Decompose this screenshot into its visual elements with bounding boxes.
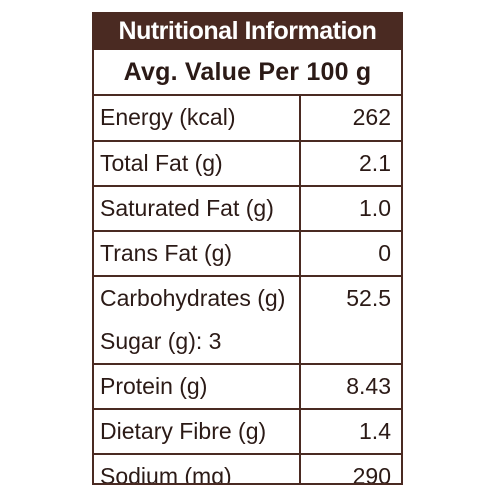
- table-row-trans-fat: Trans Fat (g) 0: [94, 231, 401, 277]
- table-row-total-fat: Total Fat (g) 2.1: [94, 141, 401, 187]
- table-row-carbohydrates: Carbohydrates (g) Sugar (g): 3 52.5: [94, 276, 401, 365]
- row-value: 52.5: [346, 285, 391, 311]
- row-value: 1.0: [359, 195, 391, 221]
- table-row-saturated-fat: Saturated Fat (g) 1.0: [94, 186, 401, 232]
- row-label: Total Fat (g): [100, 150, 223, 176]
- table-row-sodium: Sodium (mg) 290: [94, 454, 401, 485]
- table-row-dietary-fibre: Dietary Fibre (g) 1.4: [94, 409, 401, 455]
- table-row-protein: Protein (g) 8.43: [94, 364, 401, 410]
- row-label: Saturated Fat (g): [100, 195, 274, 221]
- row-label: Sodium (mg): [100, 463, 232, 485]
- panel-subtitle: Avg. Value Per 100 g: [94, 50, 401, 96]
- table-row-energy: Energy (kcal) 262: [94, 96, 401, 142]
- panel-title: Nutritional Information: [94, 14, 401, 50]
- row-value: 2.1: [359, 150, 391, 176]
- row-value: 262: [352, 104, 391, 130]
- row-label: Carbohydrates (g): [100, 285, 286, 311]
- row-value: 1.4: [359, 418, 391, 444]
- row-value: 8.43: [346, 373, 391, 399]
- nutrition-table: Energy (kcal) 262 Total Fat (g) 2.1 Satu…: [94, 96, 401, 485]
- row-label: Trans Fat (g): [100, 240, 233, 266]
- row-sub-label: Sugar (g): 3: [100, 328, 222, 354]
- row-label: Protein (g): [100, 373, 208, 399]
- row-label: Energy (kcal): [100, 104, 236, 130]
- row-label: Dietary Fibre (g): [100, 418, 267, 444]
- nutrition-panel: Nutritional Information Avg. Value Per 1…: [92, 12, 403, 485]
- row-value: 0: [378, 240, 391, 266]
- row-value: 290: [352, 463, 391, 485]
